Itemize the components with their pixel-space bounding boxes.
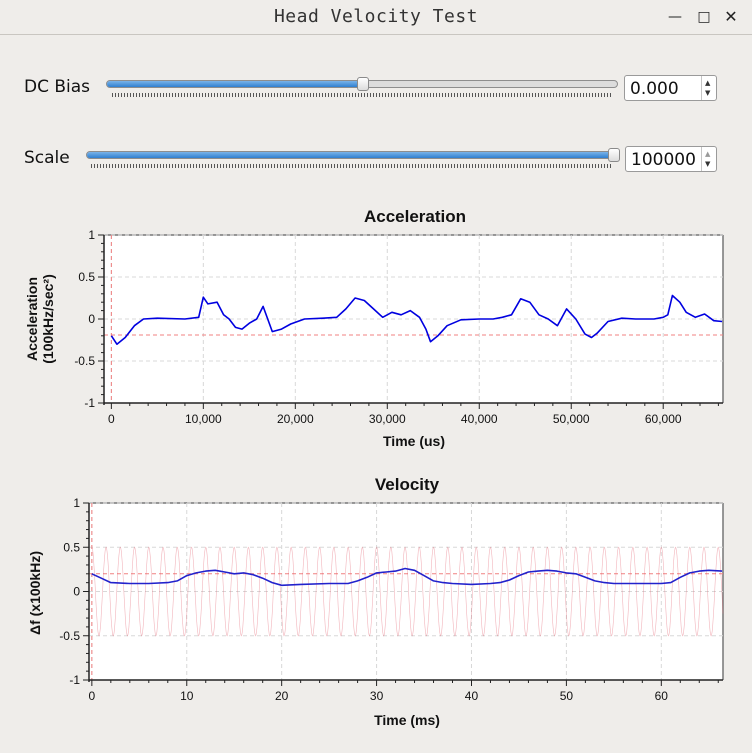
scale-slider-ticks [91, 164, 613, 168]
minimize-icon[interactable]: — [668, 9, 682, 25]
acceleration-y-tick-label: -1 [84, 396, 95, 410]
scale-spin-arrows[interactable]: ▲ ▼ [701, 147, 716, 171]
scale-slider[interactable] [86, 148, 620, 162]
velocity-x-tick-label: 10 [180, 689, 194, 703]
title-bar: Head Velocity Test — □ ✕ [0, 0, 752, 35]
velocity-x-axis-label: Time (ms) [374, 712, 440, 728]
window-title: Head Velocity Test [273, 6, 479, 27]
close-icon[interactable]: ✕ [724, 7, 738, 26]
acceleration-x-tick-label: 10,000 [185, 412, 222, 426]
dc-bias-value[interactable]: 0.000 [630, 79, 679, 99]
velocity-y-tick-label: 0.5 [63, 540, 80, 554]
spin-down-icon[interactable]: ▼ [705, 89, 711, 97]
velocity-y-tick-label: -1 [69, 673, 80, 687]
dc-bias-spinbox[interactable]: 0.000 ▲ ▼ [624, 75, 717, 101]
velocity-y-tick-label: 1 [73, 496, 80, 510]
dc-bias-slider-ticks [112, 93, 612, 97]
acceleration-y-axis-label-1: Acceleration [24, 277, 40, 361]
velocity-series-line [91, 567, 723, 587]
dc-bias-slider-fill [107, 81, 363, 87]
velocity-x-tick-label: 40 [465, 689, 479, 703]
scale-slider-fill [87, 152, 614, 158]
velocity-x-tick-label: 20 [275, 689, 289, 703]
scale-spinbox[interactable]: 100000 ▲ ▼ [625, 146, 717, 172]
velocity-x-tick-label: 0 [89, 689, 96, 703]
acceleration-x-tick-label: 50,000 [553, 412, 590, 426]
acceleration-chart-title: Acceleration [364, 207, 466, 226]
spin-up-icon[interactable]: ▲ [705, 79, 711, 87]
acceleration-series-line [110, 294, 723, 345]
scale-value[interactable]: 100000 [631, 150, 696, 170]
acceleration-x-tick-label: 60,000 [645, 412, 682, 426]
scale-slider-handle[interactable] [608, 148, 620, 162]
acceleration-x-tick-label: 30,000 [369, 412, 406, 426]
acceleration-plot: 1 0.5 0 -0.5 -1 0 10,000 20,000 30,000 40,000 50,0… [0, 200, 752, 455]
acceleration-y-axis-label-2: (100kHz/sec²) [40, 274, 56, 364]
velocity-chart-title: Velocity [375, 475, 440, 494]
scale-label: Scale [24, 148, 70, 168]
velocity-y-axis-label: Δf (x100kHz) [27, 551, 43, 635]
acceleration-y-tick-label: 0.5 [78, 270, 95, 284]
acceleration-x-tick-label: 20,000 [277, 412, 314, 426]
velocity-chart: 1 0.5 0 -0.5 -1 0 10 20 30 40 50 60 Velocity Δf (x100… [27, 475, 724, 728]
acceleration-x-tick-label: 0 [108, 412, 115, 426]
dc-bias-slider-handle[interactable] [357, 77, 369, 91]
velocity-plot: 1 0.5 0 -0.5 -1 0 10 20 30 40 50 60 Velocity Δf (x100… [0, 468, 752, 753]
acceleration-y-tick-label: 1 [88, 228, 95, 242]
velocity-y-tick-label: -0.5 [59, 629, 80, 643]
spin-up-icon[interactable]: ▲ [705, 150, 711, 158]
dc-bias-slider[interactable] [106, 77, 618, 91]
dc-bias-spin-arrows[interactable]: ▲ ▼ [701, 76, 716, 100]
velocity-y-tick-label: 0 [73, 585, 80, 599]
velocity-x-tick-label: 30 [370, 689, 384, 703]
acceleration-chart: 1 0.5 0 -0.5 -1 0 10,000 20,000 30,000 40,000 50,0… [24, 207, 724, 449]
spin-down-icon[interactable]: ▼ [705, 160, 711, 168]
velocity-x-tick-label: 50 [560, 689, 574, 703]
dc-bias-label: DC Bias [24, 77, 91, 97]
velocity-x-tick-label: 60 [655, 689, 669, 703]
acceleration-y-tick-label: 0 [88, 312, 95, 326]
maximize-icon[interactable]: □ [697, 9, 711, 25]
acceleration-y-tick-label: -0.5 [74, 354, 95, 368]
acceleration-x-axis-label: Time (us) [383, 433, 445, 449]
acceleration-x-tick-label: 40,000 [461, 412, 498, 426]
